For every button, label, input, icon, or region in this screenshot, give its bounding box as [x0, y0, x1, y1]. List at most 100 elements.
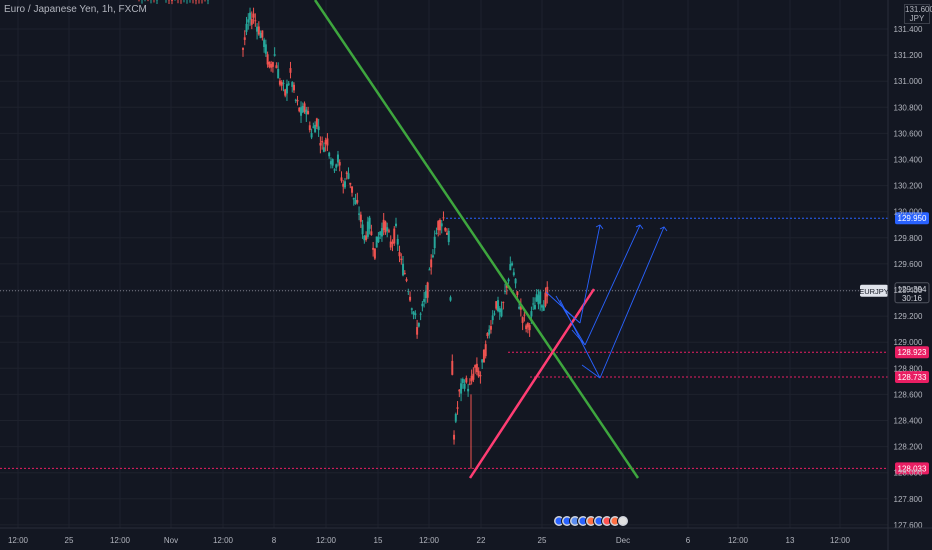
candle-body [287, 83, 290, 85]
grid-lines [0, 0, 888, 528]
candle-body [539, 291, 542, 304]
candle-body [409, 296, 412, 301]
symbol-badge [860, 284, 888, 297]
y-tick-label: 131.200 [894, 51, 923, 60]
candle-body [264, 44, 267, 54]
candle-body [454, 413, 457, 422]
candle-body [488, 329, 491, 335]
candle-body [412, 311, 415, 315]
x-tick-label: 25 [538, 536, 547, 545]
candlesticks [138, 0, 549, 469]
event-markers[interactable] [553, 515, 629, 527]
level-price-text: 128.033 [898, 464, 927, 473]
candle-body [526, 323, 529, 328]
candle-body [519, 305, 522, 310]
candle-body [497, 300, 499, 311]
candle-body [363, 235, 366, 241]
candle-body [540, 305, 543, 308]
candle-body [300, 107, 303, 116]
level-price-text: 128.733 [898, 373, 927, 382]
candle-body [509, 264, 512, 271]
current-price-text: 129.394 [898, 285, 927, 294]
level-price-text: 129.950 [898, 214, 927, 223]
ascending-trendline [468, 288, 596, 479]
candle-body [345, 172, 348, 174]
candle-body [489, 326, 492, 330]
candle-body [463, 383, 466, 389]
candle-body [391, 241, 394, 244]
candle-body [329, 161, 332, 165]
candle-body [511, 263, 514, 266]
candle-body [477, 370, 480, 377]
candle-body [243, 37, 246, 40]
y-tick-label: 128.400 [894, 417, 923, 426]
candle-body [335, 164, 338, 168]
candle-body [461, 378, 464, 383]
candle-body [259, 32, 262, 39]
current-price-badge [894, 282, 930, 304]
candle-body [400, 258, 403, 261]
candle-body [528, 325, 531, 331]
candle-body [256, 26, 259, 32]
candle-body [372, 247, 375, 250]
candle-body [465, 377, 468, 383]
candle-body [263, 39, 266, 48]
y-tick-label: 127.800 [894, 495, 923, 504]
candle-body [268, 61, 271, 68]
candle-body [402, 263, 405, 276]
x-tick-label: Dec [616, 536, 630, 545]
candle-body [361, 224, 364, 235]
candle-body [428, 269, 431, 271]
candle-body [289, 68, 292, 73]
candle-body [530, 311, 533, 317]
projection-arrow-head [595, 224, 604, 230]
top-partial-label: 131.600 [905, 5, 932, 14]
candle-body [521, 317, 524, 323]
candle-body [344, 181, 346, 188]
candle-body [250, 19, 253, 25]
candle-body [424, 290, 427, 299]
candle-body [544, 292, 547, 306]
candle-body [512, 272, 515, 276]
candle-body [366, 221, 369, 237]
event-marker-dot [555, 517, 563, 525]
time-axis[interactable]: 12:00 25 12:00 Nov 12:00 8 12:00 15 12:00 22 25 Dec… [0, 527, 932, 545]
candle-body [261, 30, 264, 38]
candle-body [285, 84, 288, 94]
candle-body [352, 197, 355, 200]
candle-body [437, 221, 440, 231]
candle-body [468, 383, 471, 385]
candle-body [247, 19, 250, 23]
currency-label: 131.600 JPY [904, 4, 932, 24]
candle-body [379, 231, 382, 236]
candle-body [398, 252, 401, 257]
candle-body [535, 294, 538, 302]
candle-body [389, 241, 392, 248]
level-price-text: 128.923 [898, 348, 927, 357]
candle-body [523, 314, 526, 316]
candle-body [537, 295, 540, 305]
candle-body [303, 103, 306, 112]
symbol-title: Euro / Japanese Yen, 1h, FXCM [4, 4, 147, 15]
event-marker-dot [563, 517, 571, 525]
candle-body [342, 183, 345, 187]
candle-body [275, 65, 278, 69]
y-tick-label: 130.000 [894, 208, 923, 217]
candle-body [542, 305, 545, 311]
y-tick-label: 128.000 [894, 469, 923, 478]
candle-body [481, 359, 484, 363]
price-axis[interactable]: 131.400 131.200 131.000 130.800 130.600 130.4… [887, 0, 923, 550]
candle-body [338, 162, 341, 166]
candle-body [546, 286, 549, 297]
projection-arrow [545, 224, 601, 324]
symbol-badge-text: EURJPY [859, 287, 889, 296]
y-tick-label: 130.600 [894, 129, 923, 138]
candle-body [479, 375, 482, 377]
projection-arrow [559, 226, 665, 379]
candle-body [525, 325, 528, 330]
candle-body [296, 100, 299, 102]
candle-body [326, 138, 329, 146]
candle-body [336, 154, 339, 163]
candle-body [282, 82, 285, 84]
